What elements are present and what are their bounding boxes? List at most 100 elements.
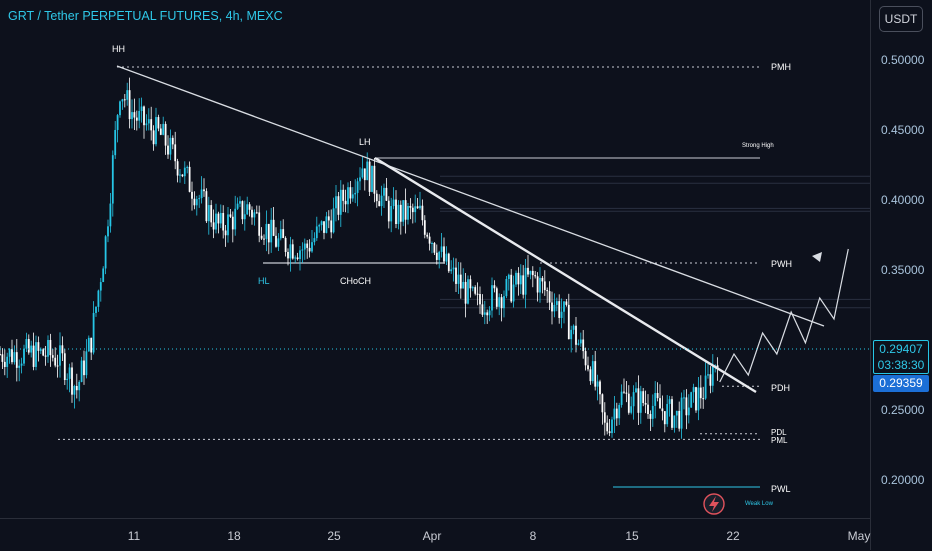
candle-body xyxy=(39,349,42,351)
candle-body xyxy=(711,366,714,386)
candle-body xyxy=(510,274,513,302)
candle-body xyxy=(656,392,659,399)
candle-body xyxy=(253,212,256,218)
candle-body xyxy=(704,375,707,399)
candle-body xyxy=(471,287,474,289)
candle-body xyxy=(138,110,141,121)
candle-body xyxy=(443,246,445,262)
candle-body xyxy=(702,398,705,400)
candle-body xyxy=(75,385,78,391)
last-price-badge: 0.29359 xyxy=(873,375,929,392)
candle-body xyxy=(637,388,640,413)
candle-body xyxy=(627,393,630,413)
lightning-icon[interactable] xyxy=(703,493,725,515)
candle-body xyxy=(66,378,69,381)
candle-body xyxy=(114,129,117,156)
candle-body xyxy=(311,242,313,252)
candle-body xyxy=(539,277,541,293)
candle-body xyxy=(92,312,95,353)
candle-body xyxy=(572,325,575,330)
price-tick: 0.45000 xyxy=(881,123,925,137)
candle-body xyxy=(594,361,597,387)
candle-body xyxy=(491,285,493,311)
currency-button[interactable]: USDT xyxy=(879,6,923,32)
candle-body xyxy=(639,391,642,413)
candle-body xyxy=(313,238,316,243)
candle-body xyxy=(699,387,702,399)
candle-body xyxy=(30,345,33,353)
candle-body xyxy=(536,276,539,293)
candle-body xyxy=(239,201,241,204)
candle-body xyxy=(531,270,534,276)
candle-body xyxy=(306,243,309,248)
candle-body xyxy=(167,145,169,155)
candle-body xyxy=(155,117,157,145)
candle-body xyxy=(695,387,697,411)
candle-body xyxy=(73,385,76,395)
candle-body xyxy=(78,381,81,391)
candle-body xyxy=(207,205,210,222)
candle-body xyxy=(371,165,373,192)
candle-body xyxy=(411,207,414,213)
candle-body xyxy=(469,279,472,289)
candle-body xyxy=(647,404,649,415)
candle-body xyxy=(488,310,491,316)
candle-body xyxy=(176,161,179,176)
candle-body xyxy=(330,220,333,233)
candle-body xyxy=(707,374,709,376)
level-lines xyxy=(58,66,870,488)
candle-body xyxy=(373,165,376,194)
chart-plot-area[interactable]: HH LH HL CHoCH Strong High PMH PWH PDH P… xyxy=(0,0,870,518)
candle-body xyxy=(464,281,467,304)
candle-body xyxy=(680,397,683,429)
time-axis[interactable]: 11 18 25 Apr 8 15 22 May xyxy=(0,518,870,551)
candle-body xyxy=(104,236,107,269)
candle-body xyxy=(246,204,249,215)
candle-body xyxy=(409,205,412,208)
candle-body xyxy=(440,246,443,252)
candle-body xyxy=(193,198,196,206)
candle-body xyxy=(325,216,328,233)
candle-body xyxy=(169,137,172,155)
candle-body xyxy=(543,281,546,291)
candle-body xyxy=(15,352,18,368)
candle-body xyxy=(248,204,251,210)
candle-body xyxy=(222,212,225,231)
candle-body xyxy=(344,200,347,205)
candle-body xyxy=(462,281,465,289)
candle-body xyxy=(308,247,311,252)
candle-body xyxy=(599,381,601,395)
candle-body xyxy=(243,214,246,220)
time-tick: Apr xyxy=(422,529,442,543)
time-tick: 18 xyxy=(227,529,241,543)
candle-body xyxy=(23,348,25,364)
candle-body xyxy=(709,374,712,386)
price-tick: 0.20000 xyxy=(881,473,925,487)
candle-body xyxy=(277,238,280,247)
candle-body xyxy=(229,214,232,217)
candle-body xyxy=(558,301,561,318)
price-axis[interactable]: USDT 0.50000 0.45000 0.40000 0.35000 0.2… xyxy=(870,0,932,550)
candle-body xyxy=(217,213,220,224)
candle-body xyxy=(215,213,217,230)
candle-body xyxy=(152,130,155,145)
candle-body xyxy=(188,166,191,192)
candle-body xyxy=(642,391,645,404)
candle-body xyxy=(668,399,671,404)
candle-body xyxy=(59,345,61,366)
candle-body xyxy=(102,268,105,283)
time-tick: May xyxy=(847,529,871,543)
candle-body xyxy=(267,223,270,243)
candle-body xyxy=(327,216,330,221)
candle-body xyxy=(301,249,304,251)
candle-body xyxy=(359,177,361,182)
candle-body xyxy=(361,168,364,178)
price-tick: 0.35000 xyxy=(881,263,925,277)
label-hl: HL xyxy=(258,276,270,286)
candle-body xyxy=(618,404,621,419)
candle-body xyxy=(140,106,143,111)
label-pdh: PDH xyxy=(771,383,790,393)
candle-body xyxy=(445,253,448,262)
label-pdl: PDL xyxy=(771,428,787,437)
candle-body xyxy=(147,119,150,124)
